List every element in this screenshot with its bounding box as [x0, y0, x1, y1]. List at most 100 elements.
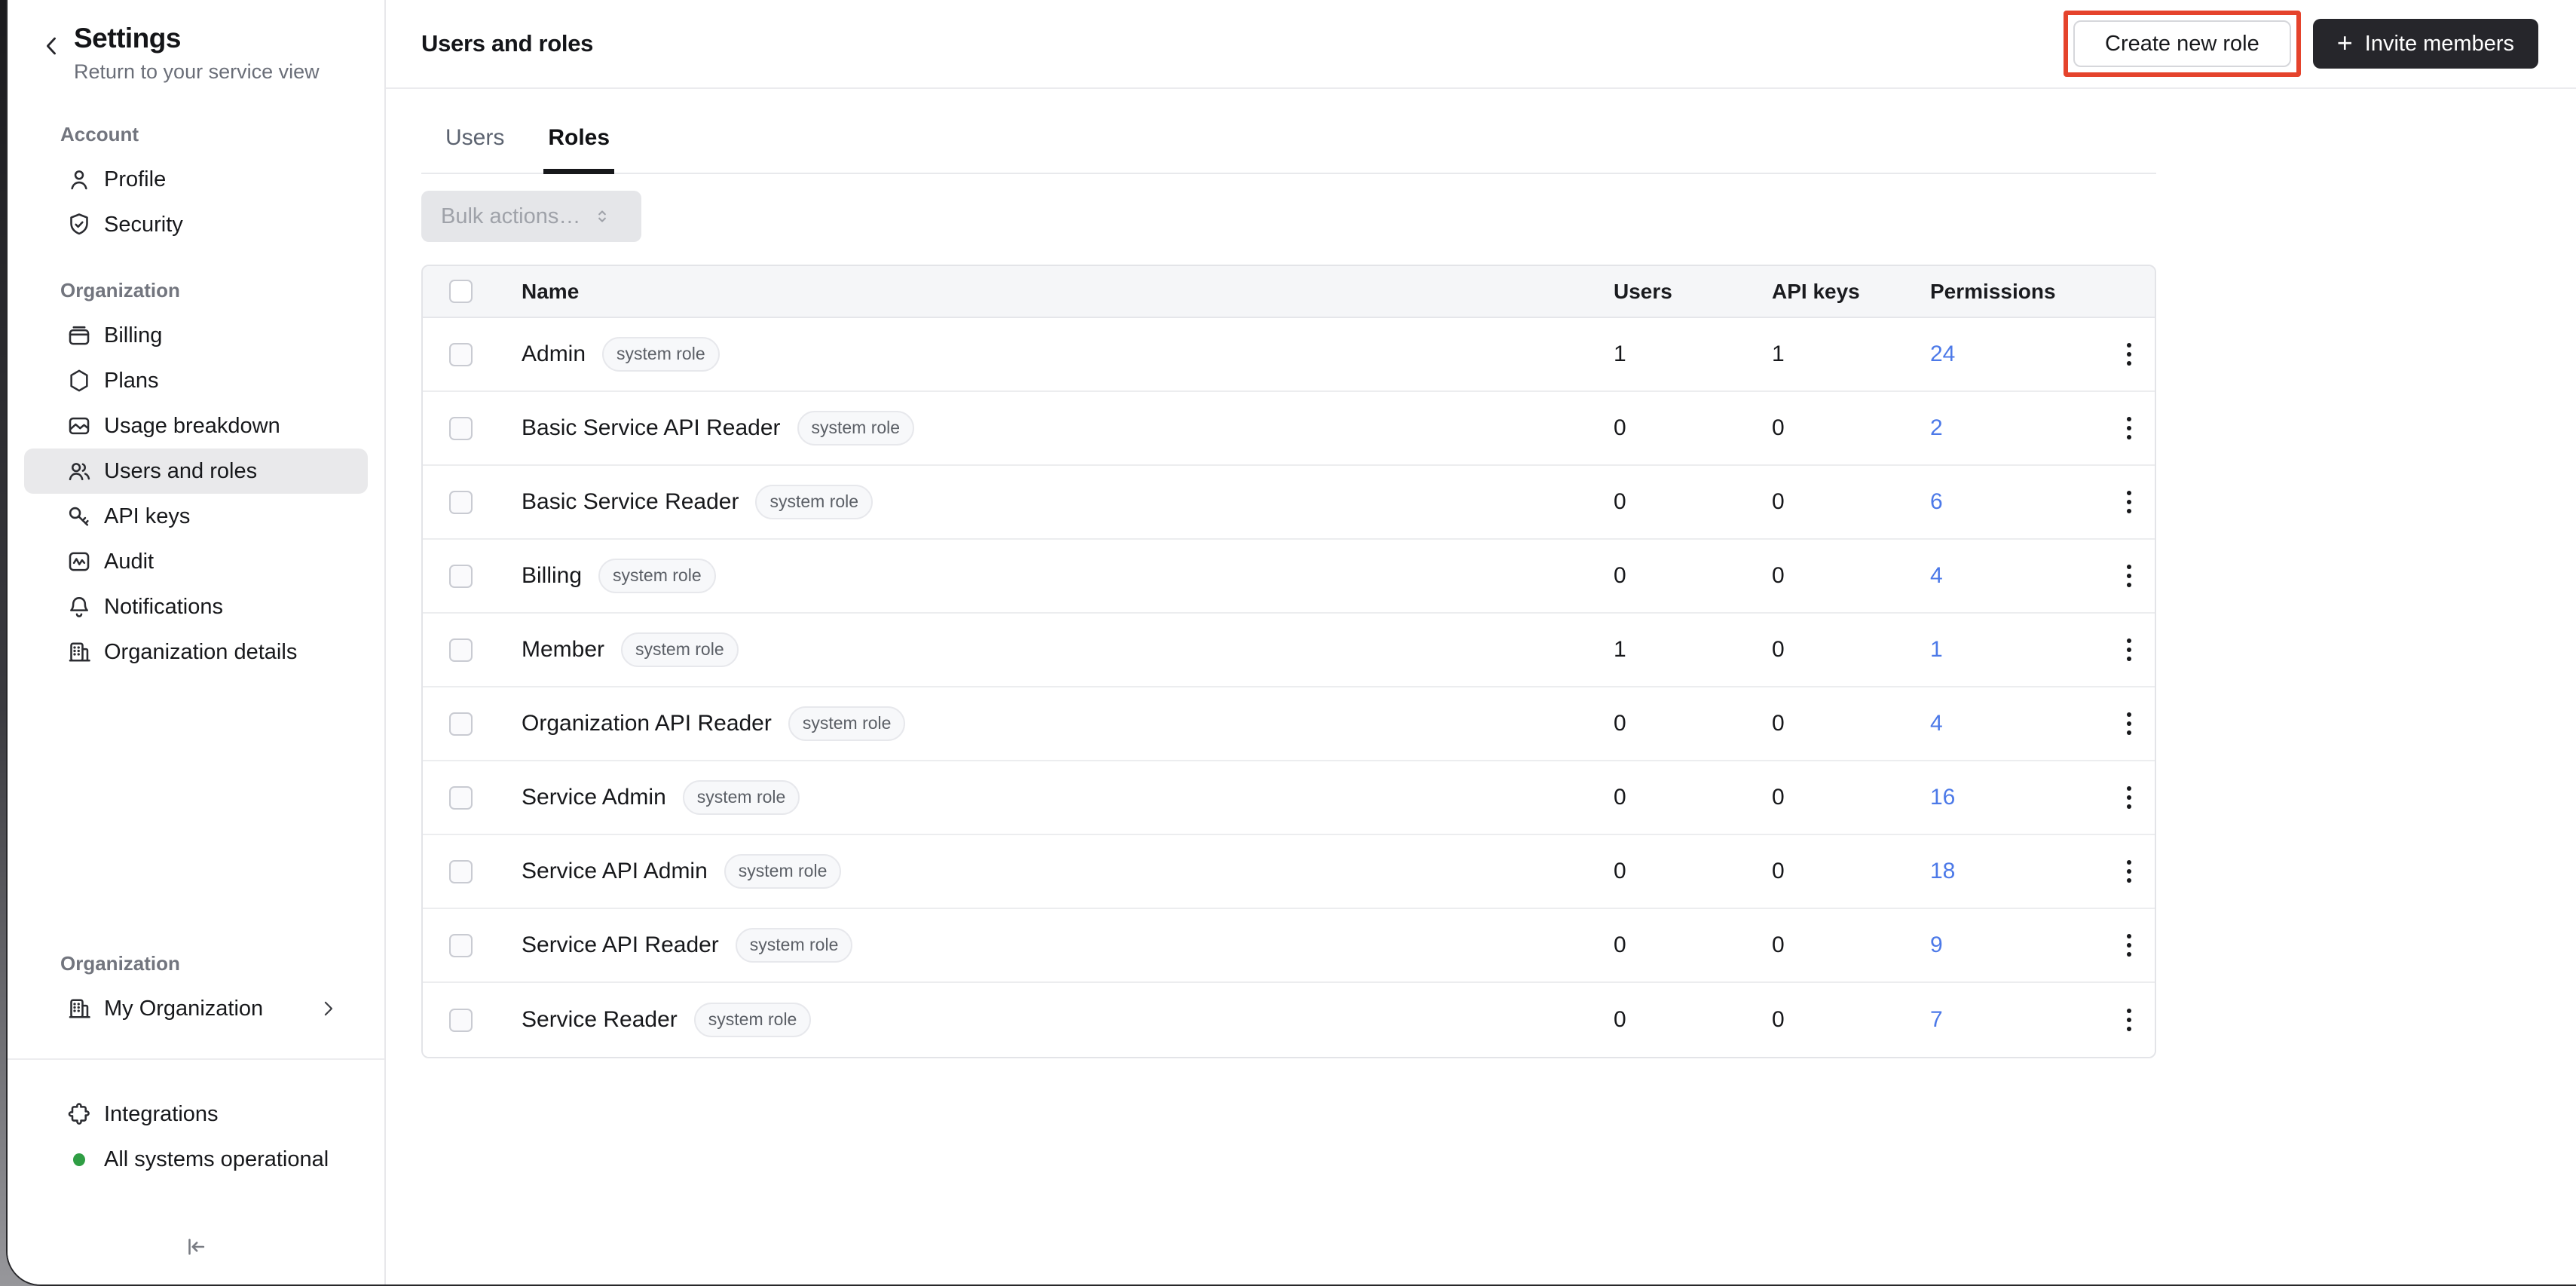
sidebar-item-label: Plans	[104, 368, 159, 393]
api-keys-count: 0	[1772, 563, 1785, 588]
row-checkbox[interactable]	[449, 785, 473, 810]
sidebar-item-label: API keys	[104, 504, 191, 528]
row-checkbox[interactable]	[449, 859, 473, 883]
sidebar-item-users-and-roles[interactable]: Users and roles	[24, 449, 368, 494]
row-actions-kebab-icon[interactable]	[2119, 853, 2139, 890]
row-checkbox[interactable]	[449, 712, 473, 736]
sidebar-item-label: Users and roles	[104, 458, 258, 483]
page-title: Users and roles	[421, 30, 594, 57]
sidebar-item-organization-details[interactable]: Organization details	[24, 629, 368, 675]
table-row: Service Admin system role 0 0 16	[423, 761, 2155, 835]
permissions-link[interactable]: 6	[1930, 489, 1943, 514]
permissions-link[interactable]: 1	[1930, 637, 1943, 662]
row-actions-kebab-icon[interactable]	[2119, 705, 2139, 743]
permissions-link[interactable]: 2	[1930, 415, 1943, 440]
audit-activity-icon	[66, 548, 93, 575]
sidebar-item-integrations[interactable]: Integrations	[24, 1092, 368, 1137]
sidebar-item-billing[interactable]: Billing	[24, 313, 368, 358]
users-count: 0	[1614, 1007, 1626, 1032]
row-actions-kebab-icon[interactable]	[2119, 335, 2139, 373]
system-role-badge: system role	[693, 1003, 812, 1037]
system-role-badge: system role	[735, 928, 853, 963]
hexagon-icon	[66, 367, 93, 394]
permissions-link[interactable]: 18	[1930, 859, 1956, 883]
tab-users[interactable]: Users	[445, 125, 505, 150]
sidebar-item-label: Billing	[104, 323, 163, 348]
system-role-badge: system role	[788, 706, 906, 741]
plus-icon: +	[2336, 26, 2353, 58]
row-checkbox[interactable]	[449, 416, 473, 440]
page-header: Users and roles Create new role + Invite…	[386, 0, 2576, 89]
sidebar-item-label: Integrations	[104, 1101, 219, 1126]
row-actions-kebab-icon[interactable]	[2119, 557, 2139, 595]
role-name: Service API Admin	[522, 859, 708, 883]
table-row: Organization API Reader system role 0 0 4	[423, 687, 2155, 761]
row-checkbox[interactable]	[449, 638, 473, 662]
row-checkbox[interactable]	[449, 490, 473, 514]
sidebar-item-plans[interactable]: Plans	[24, 358, 368, 403]
sidebar-item-audit[interactable]: Audit	[24, 539, 368, 584]
api-keys-count: 0	[1772, 932, 1785, 957]
role-name: Organization API Reader	[522, 711, 772, 736]
system-role-badge: system role	[724, 854, 842, 889]
api-keys-count: 1	[1772, 341, 1785, 366]
api-keys-count: 0	[1772, 785, 1785, 810]
collapse-sidebar-icon[interactable]	[183, 1234, 209, 1262]
system-role-badge: system role	[797, 411, 915, 446]
api-keys-count: 0	[1772, 1007, 1785, 1032]
select-all-checkbox[interactable]	[449, 280, 473, 303]
sidebar-item-usage-breakdown[interactable]: Usage breakdown	[24, 403, 368, 449]
row-checkbox[interactable]	[449, 1008, 473, 1032]
table-row: Member system role 1 0 1	[423, 614, 2155, 687]
wallet-icon	[66, 322, 93, 349]
role-name: Billing	[522, 563, 583, 588]
permissions-link[interactable]: 7	[1930, 1007, 1943, 1032]
puzzle-icon	[66, 1101, 93, 1128]
permissions-link[interactable]: 24	[1930, 341, 1956, 366]
main-area: Users and roles Create new role + Invite…	[386, 0, 2576, 1284]
section-header: Organization	[60, 279, 180, 302]
sidebar-item-all-systems-operational[interactable]: All systems operational	[24, 1137, 368, 1182]
bulk-actions-label: Bulk actions…	[441, 204, 581, 228]
sidebar-item-my-organization[interactable]: My Organization	[24, 986, 368, 1031]
column-header-users: Users	[1614, 279, 1672, 303]
permissions-link[interactable]: 4	[1930, 711, 1943, 736]
settings-title: Settings	[74, 23, 181, 54]
table-row: Billing system role 0 0 4	[423, 540, 2155, 614]
sidebar-item-label: Notifications	[104, 594, 223, 619]
sidebar-item-notifications[interactable]: Notifications	[24, 584, 368, 629]
table-row: Basic Service Reader system role 0 0 6	[423, 466, 2155, 540]
bulk-actions-select[interactable]: Bulk actions…	[421, 191, 641, 242]
row-actions-kebab-icon[interactable]	[2119, 631, 2139, 669]
sidebar-item-api-keys[interactable]: API keys	[24, 494, 368, 539]
row-actions-kebab-icon[interactable]	[2119, 779, 2139, 816]
sidebar-item-label: My Organization	[104, 996, 264, 1021]
row-actions-kebab-icon[interactable]	[2119, 409, 2139, 447]
sidebar-item-profile[interactable]: Profile	[24, 157, 368, 202]
users-count: 0	[1614, 563, 1626, 588]
row-checkbox[interactable]	[449, 564, 473, 588]
bell-icon	[66, 593, 93, 620]
tab-roles[interactable]: Roles	[543, 125, 615, 174]
api-keys-count: 0	[1772, 859, 1785, 883]
back-chevron-icon[interactable]	[39, 33, 65, 61]
users-count: 0	[1614, 932, 1626, 957]
tab-bar: Users Roles	[421, 89, 2156, 174]
row-actions-kebab-icon[interactable]	[2119, 926, 2139, 964]
settings-subtitle[interactable]: Return to your service view	[74, 60, 320, 83]
create-new-role-button[interactable]: Create new role	[2073, 20, 2291, 67]
row-actions-kebab-icon[interactable]	[2119, 483, 2139, 521]
row-checkbox[interactable]	[449, 342, 473, 366]
permissions-link[interactable]: 16	[1930, 785, 1956, 810]
row-actions-kebab-icon[interactable]	[2119, 1001, 2139, 1039]
invite-members-button[interactable]: + Invite members	[2312, 19, 2538, 69]
settings-panel: Settings Return to your service view Acc…	[6, 0, 2576, 1286]
role-name: Member	[522, 637, 605, 662]
column-header-permissions: Permissions	[1930, 279, 2056, 303]
sidebar-item-security[interactable]: Security	[24, 202, 368, 247]
permissions-link[interactable]: 9	[1930, 932, 1943, 957]
table-row: Service Reader system role 0 0 7	[423, 983, 2155, 1057]
role-name: Service Admin	[522, 785, 666, 810]
permissions-link[interactable]: 4	[1930, 563, 1943, 588]
row-checkbox[interactable]	[449, 933, 473, 957]
